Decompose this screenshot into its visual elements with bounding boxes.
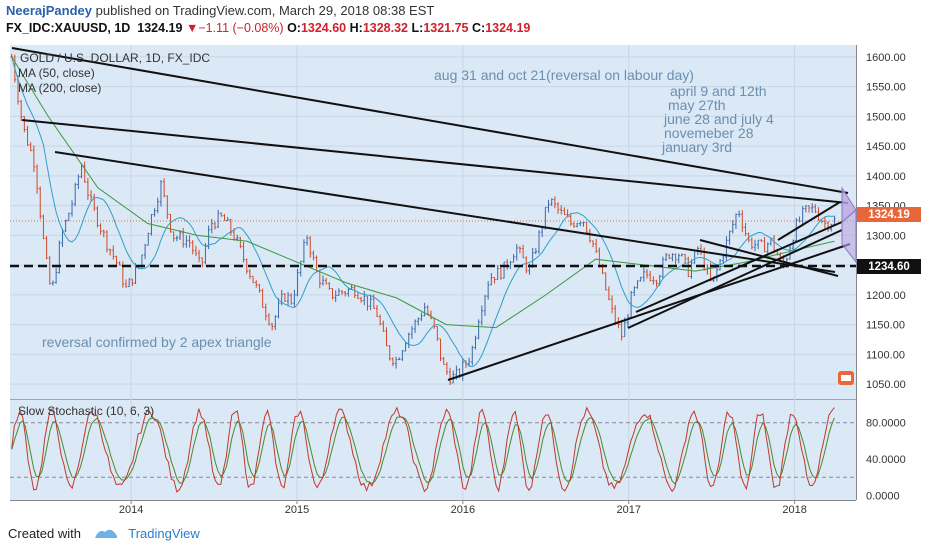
close-label: C:: [471, 21, 486, 35]
publish-info: published on TradingView.com, March 29, …: [95, 3, 435, 18]
price-tick-label: 1300.00: [866, 230, 906, 242]
low-label: L:: [411, 21, 424, 35]
stoch-d-line: [11, 416, 835, 485]
open-value: 1324.60: [300, 21, 347, 35]
price-tick-label: 1400.00: [866, 171, 906, 183]
legend-ma50: MA (50, close): [18, 66, 95, 80]
forecast-wedge-lower[interactable]: [841, 208, 857, 264]
stoch-tick-label: 80.0000: [866, 418, 906, 430]
publish-header: NeerajPandey published on TradingView.co…: [6, 3, 434, 18]
ma200-line: [11, 56, 835, 329]
price-tick-label: 1600.00: [866, 52, 906, 64]
stoch-tick-label: 0.0000: [866, 490, 900, 502]
created-with-text: Created with: [8, 526, 81, 541]
trendline-upper[interactable]: [11, 47, 849, 194]
time-tick-label: 2018: [782, 504, 806, 516]
triangle-line-c[interactable]: [777, 201, 841, 241]
triangle-line-d[interactable]: [699, 239, 839, 277]
last-price-tag: 1324.19: [857, 207, 921, 222]
last-price-tag-text: 1324.19: [868, 209, 910, 221]
support-level-tag-text: 1234.60: [868, 261, 910, 273]
annotation-line-3: may 27th: [668, 97, 726, 113]
symbol-header: FX_IDC:XAUUSD, 1D 1324.19 ▼−1.11 (−0.08%…: [6, 21, 530, 35]
open-label: O:: [287, 21, 301, 35]
ma50-line: [11, 56, 835, 368]
stoch-tick-label: 40.0000: [866, 454, 906, 466]
annotation-line-6: january 3rd: [661, 139, 732, 155]
annotation-line-1: aug 31 and oct 21(reversal on labour day…: [434, 67, 694, 83]
stochastic-title: Slow Stochastic (10, 6, 3): [18, 404, 154, 418]
change-down-icon: ▼: [185, 21, 199, 35]
price-tick-label: 1500.00: [866, 111, 906, 123]
change-text: −1.11 (−0.08%): [198, 21, 284, 35]
annotation-line-5: novemeber 28: [664, 125, 754, 141]
high-label: H:: [349, 21, 363, 35]
tradingview-logo-icon: [94, 529, 117, 538]
support-level-tag: 1234.60: [857, 259, 921, 274]
price-tick-label: 1550.00: [866, 82, 906, 94]
stochastic-panel[interactable]: [10, 400, 856, 500]
price-tick-label: 1450.00: [866, 141, 906, 153]
close-value: 1324.19: [485, 21, 531, 35]
legend-ma200: MA (200, close): [18, 81, 101, 95]
price-tick-label: 1100.00: [866, 349, 905, 361]
trendline-lower[interactable]: [54, 151, 836, 273]
stoch-k-line: [11, 406, 835, 493]
time-tick-label: 2016: [451, 504, 475, 516]
legend-title: GOLD / U.S. DOLLAR, 1D, FX_IDC: [20, 51, 210, 65]
time-tick-label: 2015: [285, 504, 309, 516]
annotation-line-4: june 28 and july 4: [663, 111, 774, 127]
last-price-tag-box: [857, 207, 921, 222]
trendline-mid[interactable]: [21, 119, 849, 204]
price-tick-label: 1200.00: [866, 290, 906, 302]
last-price-text: 1324.19: [137, 21, 183, 35]
annotation-line-2: april 9 and 12th: [670, 83, 767, 99]
time-tick-label: 2014: [119, 504, 143, 516]
time-tick-label: 2017: [616, 504, 640, 516]
high-value: 1328.32: [362, 21, 409, 35]
support-level-tag-box: [857, 259, 921, 274]
footer: Created with TradingView: [8, 526, 200, 541]
flag-icon-stripe: [841, 375, 851, 381]
price-tick-label: 1150.00: [866, 320, 905, 332]
price-tick-label: 1050.00: [866, 379, 906, 391]
triangle-line-a[interactable]: [627, 229, 843, 329]
author-name[interactable]: NeerajPandey: [6, 3, 92, 18]
symbol-label: FX_IDC:XAUUSD, 1D: [6, 21, 131, 35]
tradingview-brand[interactable]: TradingView: [128, 526, 200, 541]
low-value: 1321.75: [423, 21, 469, 35]
annotation-reversal: reversal confirmed by 2 apex triangle: [42, 334, 272, 350]
